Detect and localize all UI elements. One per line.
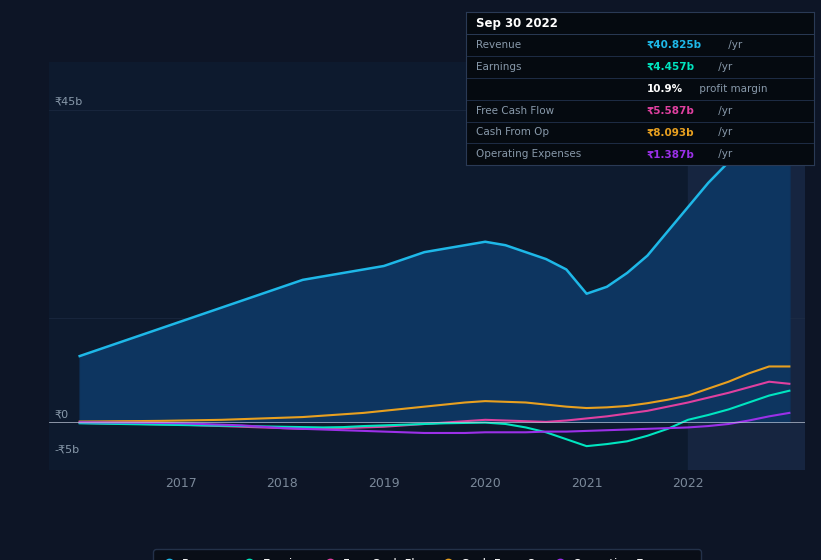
Text: ₹1.387b: ₹1.387b (647, 150, 695, 159)
Text: ₹5.587b: ₹5.587b (647, 106, 695, 115)
Text: /yr: /yr (715, 62, 732, 72)
Text: 10.9%: 10.9% (647, 84, 683, 94)
Text: /yr: /yr (715, 128, 732, 137)
Bar (688, 62, 805, 470)
Text: profit margin: profit margin (696, 84, 768, 94)
Text: Free Cash Flow: Free Cash Flow (476, 106, 554, 115)
Text: /yr: /yr (715, 106, 732, 115)
Text: /yr: /yr (715, 150, 732, 159)
Text: /yr: /yr (725, 40, 742, 50)
Text: Earnings: Earnings (476, 62, 521, 72)
Text: ₹8.093b: ₹8.093b (647, 128, 695, 137)
Text: Sep 30 2022: Sep 30 2022 (476, 17, 557, 30)
Text: ₹40.825b: ₹40.825b (647, 40, 702, 50)
Text: Cash From Op: Cash From Op (476, 128, 549, 137)
Text: ₹0: ₹0 (54, 410, 68, 420)
Text: Operating Expenses: Operating Expenses (476, 150, 581, 159)
Text: ₹4.457b: ₹4.457b (647, 62, 695, 72)
Legend: Revenue, Earnings, Free Cash Flow, Cash From Op, Operating Expenses: Revenue, Earnings, Free Cash Flow, Cash … (154, 549, 700, 560)
Text: -₹5b: -₹5b (54, 445, 80, 455)
Text: Revenue: Revenue (476, 40, 521, 50)
Text: ₹45b: ₹45b (54, 97, 83, 106)
